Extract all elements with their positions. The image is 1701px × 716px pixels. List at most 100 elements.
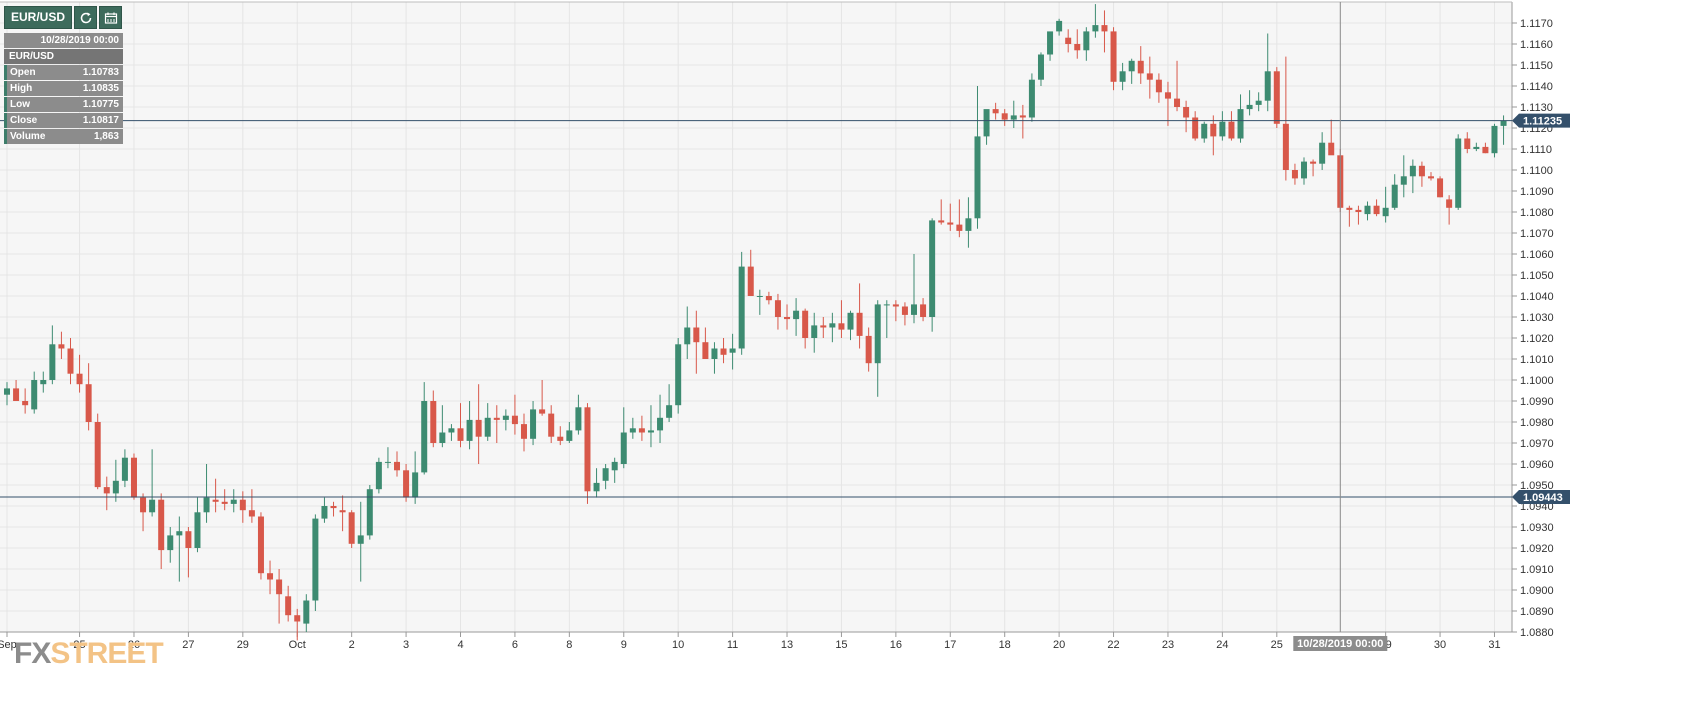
candle-body [1319, 142, 1326, 164]
candle-body [330, 506, 337, 509]
candle-body [1083, 31, 1090, 51]
candle-body [1446, 199, 1453, 208]
candle-body [230, 499, 237, 504]
candle-body [1246, 104, 1253, 110]
candle-body [366, 489, 373, 536]
info-label: Low [10, 99, 30, 110]
info-date: 10/28/2019 00:00 [4, 33, 123, 48]
candle-body [1010, 115, 1017, 120]
info-label: Volume [10, 131, 46, 142]
candle-body [657, 417, 664, 431]
candle-body [711, 348, 718, 359]
candle-body [974, 136, 981, 219]
x-tick-label: 26 [128, 639, 140, 651]
candle-body [611, 461, 618, 471]
candle-body [1418, 165, 1425, 177]
candle-body [339, 510, 346, 513]
candle-body [856, 312, 863, 336]
candle-body [40, 380, 47, 385]
candle-body [620, 432, 627, 464]
candle-body [303, 600, 310, 624]
candle-body [593, 482, 600, 492]
price-marker-badge [1512, 489, 1570, 504]
candle-body [920, 304, 927, 317]
candle-body [983, 109, 990, 137]
grid-lines [0, 2, 1512, 633]
calendar-button[interactable] [99, 6, 123, 29]
candle-body [1473, 146, 1480, 149]
y-tick-label: 1.0950 [1520, 480, 1554, 492]
candle-body [1328, 142, 1335, 156]
info-label: Open [10, 67, 36, 78]
x-tick-label: 18 [999, 639, 1011, 651]
candle-body [448, 428, 455, 433]
candle-body [167, 535, 174, 551]
refresh-button[interactable] [74, 6, 98, 29]
axes: 1.0880 1.0890 1.0900 1.0910 1.0920 1.0930 1.09… [0, 1, 1554, 651]
y-tick-label: 1.0990 [1520, 396, 1554, 408]
candle-body [1491, 125, 1498, 154]
y-tick-label: 1.1000 [1520, 375, 1554, 387]
y-tick-label: 1.0910 [1520, 564, 1554, 576]
candle-body [1192, 117, 1199, 139]
candle-body [1237, 109, 1244, 139]
candle-body [720, 348, 727, 355]
candle-body [1074, 44, 1081, 51]
info-symbol: EUR/USD [4, 49, 123, 64]
candle-body [575, 407, 582, 431]
x-tick-label: 27 [182, 639, 194, 651]
candle-body [412, 472, 419, 498]
candle-body [384, 461, 391, 463]
candle-body [911, 304, 917, 315]
candle-body [901, 306, 908, 315]
candle-body [820, 325, 827, 328]
candle-body [457, 428, 464, 441]
candle-body [992, 109, 999, 114]
candle-body [1019, 115, 1026, 118]
calendar-icon [104, 12, 117, 24]
candle-body [1409, 165, 1416, 177]
candle-body [1500, 120, 1507, 126]
candle-body [1264, 71, 1271, 101]
candle-body [403, 470, 410, 498]
price-marker-badge [1512, 113, 1570, 128]
candle-body [321, 506, 328, 519]
candle-body [557, 436, 564, 441]
y-tick-label: 1.1050 [1520, 270, 1554, 282]
candle-body [802, 310, 809, 338]
candle-body [239, 499, 246, 511]
candle-body [276, 579, 283, 595]
info-row-high: High 1.10835 [4, 81, 123, 96]
candle-body [1128, 60, 1135, 72]
info-row-open: Open 1.10783 [4, 65, 123, 80]
candle-body [76, 373, 83, 385]
symbol-selector[interactable]: EUR/USD [4, 6, 73, 29]
candle-body [149, 499, 156, 513]
candle-body [1255, 100, 1262, 105]
y-tick-label: 1.1100 [1520, 165, 1553, 177]
x-tick-label: 23 [1162, 639, 1174, 651]
candle-body [430, 401, 437, 443]
candle-body [158, 499, 165, 551]
candle-body [584, 407, 591, 492]
candle-body [784, 317, 791, 320]
candle-body [1273, 71, 1280, 124]
y-tick-label: 1.1160 [1520, 39, 1553, 51]
candle-body [756, 296, 763, 297]
candle-body [212, 499, 219, 502]
candle-body [729, 348, 736, 353]
candle-body [121, 457, 128, 481]
candle-body [31, 380, 38, 410]
candle-body [638, 428, 645, 433]
x-tick-label: 29 [237, 639, 249, 651]
crosshair-label-bg [1293, 636, 1388, 651]
candle-body [85, 384, 92, 422]
x-tick-label: 17 [944, 639, 956, 651]
info-row-close: Close 1.10817 [4, 113, 123, 128]
x-tick-label: 16 [890, 639, 902, 651]
candle-body [312, 518, 319, 601]
y-tick-label: 1.1010 [1520, 354, 1554, 366]
candle-body [285, 596, 292, 616]
